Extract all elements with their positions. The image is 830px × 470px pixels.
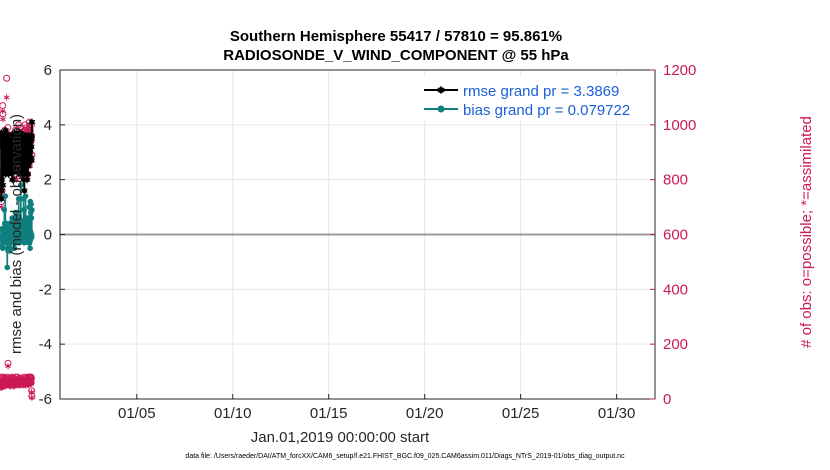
y-right-tick-label: 600 [663,227,688,244]
bias-point [28,234,35,241]
obs-assimilated-marker [29,394,35,401]
bias-point [11,245,18,252]
y-right-tick-label: 0 [663,391,671,408]
bias-series [0,182,35,271]
bias-point [0,245,6,252]
y-right-tick-label: 1000 [663,117,696,134]
rmse-point-star [24,170,32,178]
y-left-tick-label: 0 [44,227,52,244]
y-left-tick-label: -6 [39,391,52,408]
x-tick-label: 01/25 [502,405,540,422]
obs-count-markers [0,359,36,401]
y-left-tick-label: -4 [39,336,52,353]
y-right-tick-label: 200 [663,336,688,353]
bias-point [15,196,22,202]
obs-assimilated-marker [3,94,10,101]
chart-title-line1: Southern Hemisphere 55417 / 57810 = 95.8… [230,28,562,45]
bias-point [22,193,29,199]
legend-label-rmse: rmse grand pr = 3.3869 [463,83,619,100]
obs-assimilated-marker [28,389,35,396]
bias-point [7,248,13,254]
bias-point [18,182,24,188]
rmse-point-star [20,187,28,195]
obs-assimilated-marker [5,363,11,370]
bias-point [14,209,20,216]
rmse-point-star [6,156,14,165]
obs-possible-marker [3,74,11,82]
legend-marker-rmse-star [437,86,445,94]
rmse-point-star [23,176,31,184]
y-left-tick-label: 2 [44,172,52,189]
rmse-point-star [28,156,35,165]
bias-point [26,220,32,227]
y-axis-left-ticks: -6 -4 -2 0 2 4 6 [39,62,65,408]
bias-point [4,264,11,271]
rmse-series [0,118,36,203]
rmse-point-star [27,143,35,151]
x-tick-label: 01/20 [406,405,444,422]
obs-assimilated-marker [28,378,35,385]
legend-label-bias: bias grand pr = 0.079722 [463,102,630,119]
y-axis-right-label: # of obs: o=possible; *=assimilated [798,116,815,348]
y-right-tick-label: 800 [663,172,688,189]
y-axis-right-ticks: 0 200 400 600 800 1000 1200 [650,62,696,408]
bias-point [29,207,35,213]
y-axis-left-label: rmse and bias (model - observation) [8,114,25,354]
chart-title-line2: RADIOSONDE_V_WIND_COMPONENT @ 55 hPa [223,47,569,64]
x-axis-label: Jan.01,2019 00:00:00 start [251,429,430,446]
rmse-point-star [25,162,32,170]
legend-marker-bias [437,105,445,113]
y-left-tick-label: 4 [44,117,52,134]
rmse-point-star [28,134,36,143]
rmse-point-star [0,187,5,195]
legend-entry-bias [424,105,458,113]
legend-box [420,76,642,120]
rmse-point-star [28,118,36,126]
y-right-tick-label: 400 [663,281,688,298]
obs-assimilated-marker [0,108,6,115]
y-left-tick-label: 6 [44,62,52,79]
obs-possible-marker [0,102,7,110]
x-tick-label: 01/05 [118,405,156,422]
rmse-point-star [8,176,16,184]
rmse-point-star [0,181,7,189]
bias-point [21,207,27,213]
rmse-point-star [0,195,5,203]
y-left-tick-label: -2 [39,281,52,298]
bias-point [27,245,33,252]
x-tick-label: 01/15 [310,405,348,422]
bias-point [1,207,8,213]
bias-point [28,215,35,221]
y-right-tick-label: 1200 [663,62,696,79]
rmse-point-star [0,176,6,184]
x-tick-label: 01/10 [214,405,252,422]
x-axis-ticks: 01/05 01/10 01/15 01/20 01/25 01/30 [118,394,635,422]
obs-assimilated-marker [0,116,6,123]
bias-point [28,201,34,208]
legend: rmse grand pr = 3.3869 bias grand pr = 0… [420,76,642,120]
x-tick-label: 01/30 [598,405,636,422]
footer-data-file: data file: /Users/raeder/DAI/ATM_forcXX/… [185,453,625,460]
legend-entry-rmse [424,86,458,94]
